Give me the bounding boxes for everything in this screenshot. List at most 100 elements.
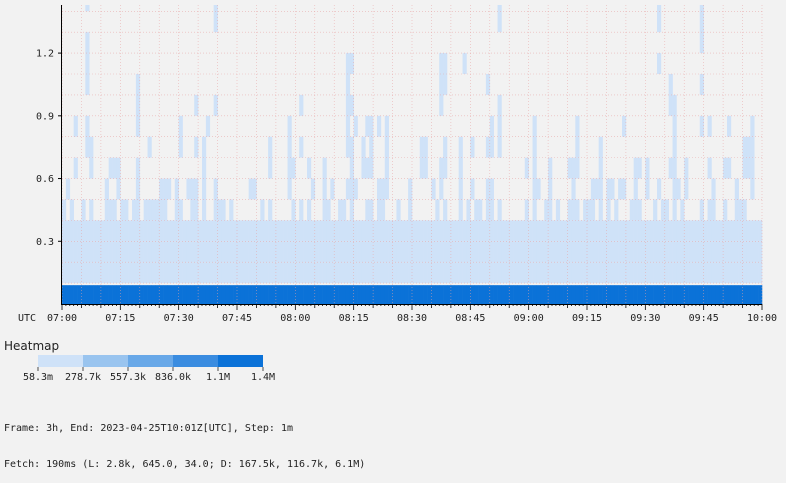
heatmap-cell — [443, 199, 448, 221]
heatmap-cell — [260, 285, 265, 304]
heatmap-cell — [326, 262, 331, 284]
heatmap-cell — [73, 241, 78, 263]
heatmap-cell — [590, 285, 596, 304]
heatmap-cell — [544, 262, 549, 284]
heatmap-cell — [711, 262, 716, 284]
heatmap-cell — [664, 241, 669, 263]
heatmap-cell — [625, 285, 631, 304]
heatmap-cell — [345, 262, 351, 284]
heatmap-cell — [357, 285, 362, 304]
heatmap-cell — [450, 262, 456, 284]
heatmap-cell — [392, 262, 397, 284]
heatmap-cell — [692, 262, 697, 284]
heatmap-cell — [699, 5, 704, 12]
heatmap-cell — [466, 199, 471, 221]
heatmap-cell — [493, 241, 498, 263]
heatmap-cell — [237, 285, 242, 304]
heatmap-cell — [225, 262, 230, 284]
heatmap-cell — [264, 262, 269, 284]
heatmap-cell — [97, 285, 102, 304]
heatmap-cell — [377, 241, 382, 263]
heatmap-cell — [244, 262, 249, 284]
heatmap-cell — [555, 199, 561, 221]
heatmap-cell — [287, 262, 292, 284]
heatmap-cell — [423, 262, 428, 284]
heatmap-cell — [240, 262, 246, 284]
heatmap-cell — [742, 241, 747, 263]
heatmap-cell — [213, 178, 218, 200]
heatmap-cell — [353, 178, 358, 200]
heatmap-cell — [536, 220, 541, 242]
heatmap-cell — [431, 262, 436, 284]
heatmap-cell — [404, 241, 409, 263]
heatmap-cell — [758, 285, 763, 304]
heatmap-cell — [322, 220, 327, 242]
footer-frame-line: Frame: 3h, End: 2023-04-25T10:01Z[UTC], … — [4, 423, 293, 434]
heatmap-cell — [392, 285, 397, 304]
heatmap-cell — [264, 220, 269, 242]
heatmap-cell — [606, 199, 611, 221]
heatmap-cell — [198, 262, 203, 284]
heatmap-cell — [555, 220, 561, 242]
heatmap-cell — [707, 115, 712, 137]
heatmap-cell — [268, 241, 273, 263]
heatmap-cell — [489, 136, 494, 158]
heatmap-cell — [209, 241, 214, 263]
heatmap-cell — [408, 178, 413, 200]
heatmap-cell — [563, 262, 568, 284]
heatmap-cell — [377, 262, 382, 284]
heatmap-cell — [439, 157, 444, 179]
heatmap-cell — [124, 262, 129, 284]
heatmap-cell — [695, 220, 701, 242]
heatmap-cell — [225, 241, 230, 263]
heatmap-cell — [633, 285, 638, 304]
heatmap-cell — [715, 285, 720, 304]
heatmap-cell — [299, 199, 304, 221]
heatmap-cell — [77, 285, 82, 304]
heatmap-cell — [524, 262, 529, 284]
heatmap-cell — [178, 241, 183, 263]
heatmap-cell — [167, 220, 172, 242]
heatmap-cell — [338, 262, 343, 284]
heatmap-cell — [754, 285, 759, 304]
heatmap-cell — [676, 220, 681, 242]
heatmap-cell — [170, 262, 176, 284]
heatmap-cell — [439, 94, 444, 116]
heatmap-cell — [598, 178, 603, 200]
heatmap-cell — [151, 262, 156, 284]
heatmap-cell — [163, 285, 168, 304]
heatmap-cell — [645, 178, 650, 200]
heatmap-cell — [139, 285, 144, 304]
heatmap-cell — [89, 285, 94, 304]
heatmap-cell — [470, 285, 475, 304]
heatmap-cell — [633, 157, 638, 179]
heatmap-cell — [505, 241, 510, 263]
heatmap-cell — [314, 262, 319, 284]
heatmap-cell — [310, 178, 316, 200]
heatmap-cell — [299, 262, 304, 284]
heatmap-cell — [567, 199, 572, 221]
heatmap-cell — [205, 241, 211, 263]
heatmap-cell — [69, 199, 74, 221]
heatmap-cell — [447, 220, 452, 242]
heatmap-cell — [396, 285, 401, 304]
heatmap-cell — [260, 241, 265, 263]
heatmap-cell — [610, 262, 615, 284]
heatmap-cell — [163, 262, 168, 284]
heatmap-cell — [505, 262, 510, 284]
heatmap-cell — [470, 220, 475, 242]
heatmap-cell — [349, 199, 354, 221]
heatmap-cell — [548, 262, 553, 284]
legend-label: 278.7k — [65, 372, 101, 383]
heatmap-cell — [497, 285, 502, 304]
heatmap-cell — [338, 285, 343, 304]
heatmap-cell — [240, 220, 246, 242]
y-tick-label: 1.2 — [36, 49, 54, 60]
heatmap-cell — [435, 262, 440, 284]
legend-swatch — [83, 355, 128, 367]
heatmap-cell — [528, 285, 533, 304]
heatmap-cell — [641, 262, 646, 284]
heatmap-cell — [155, 199, 160, 221]
heatmap-cell — [349, 157, 354, 179]
heatmap-cell — [369, 241, 374, 263]
